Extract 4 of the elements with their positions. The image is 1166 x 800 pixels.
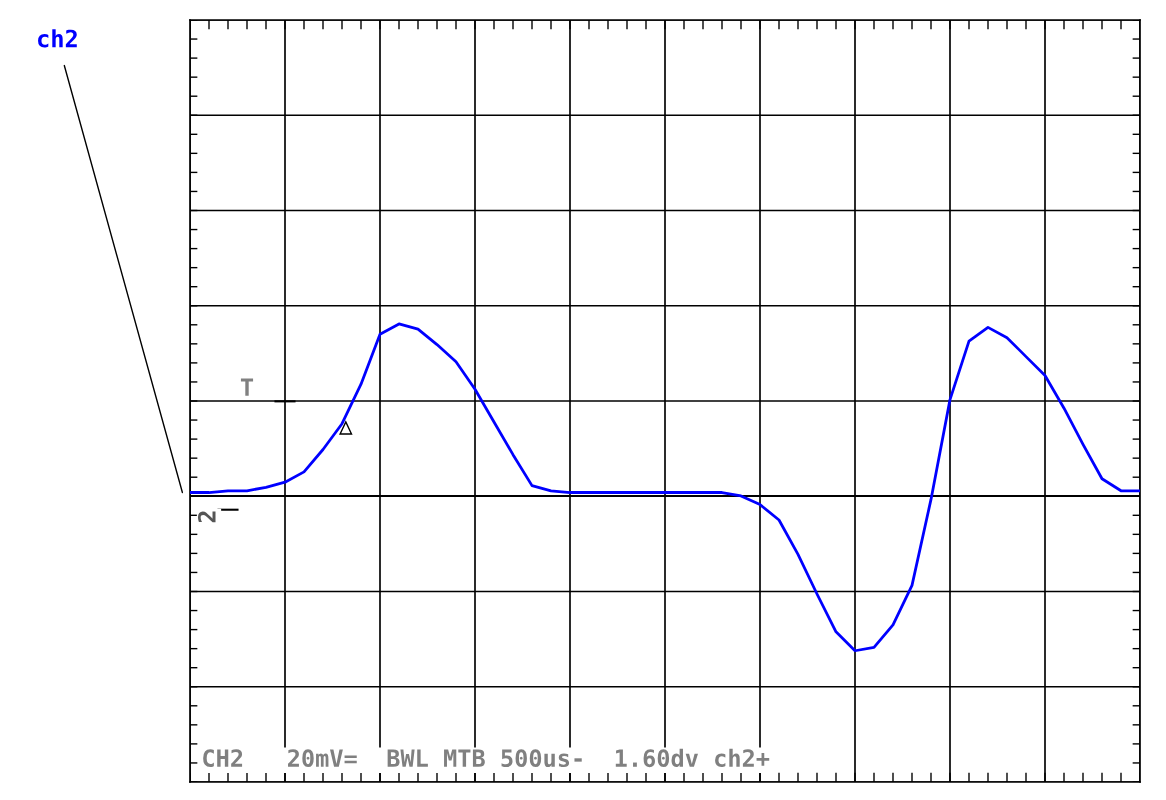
text: CH2 20mV= BWL MTB 500us- 1.60dv ch2+ bbox=[203, 748, 770, 768]
annotation: T bbox=[240, 378, 254, 396]
text: ch2 bbox=[38, 29, 77, 48]
annotation: 2 bbox=[197, 511, 216, 523]
